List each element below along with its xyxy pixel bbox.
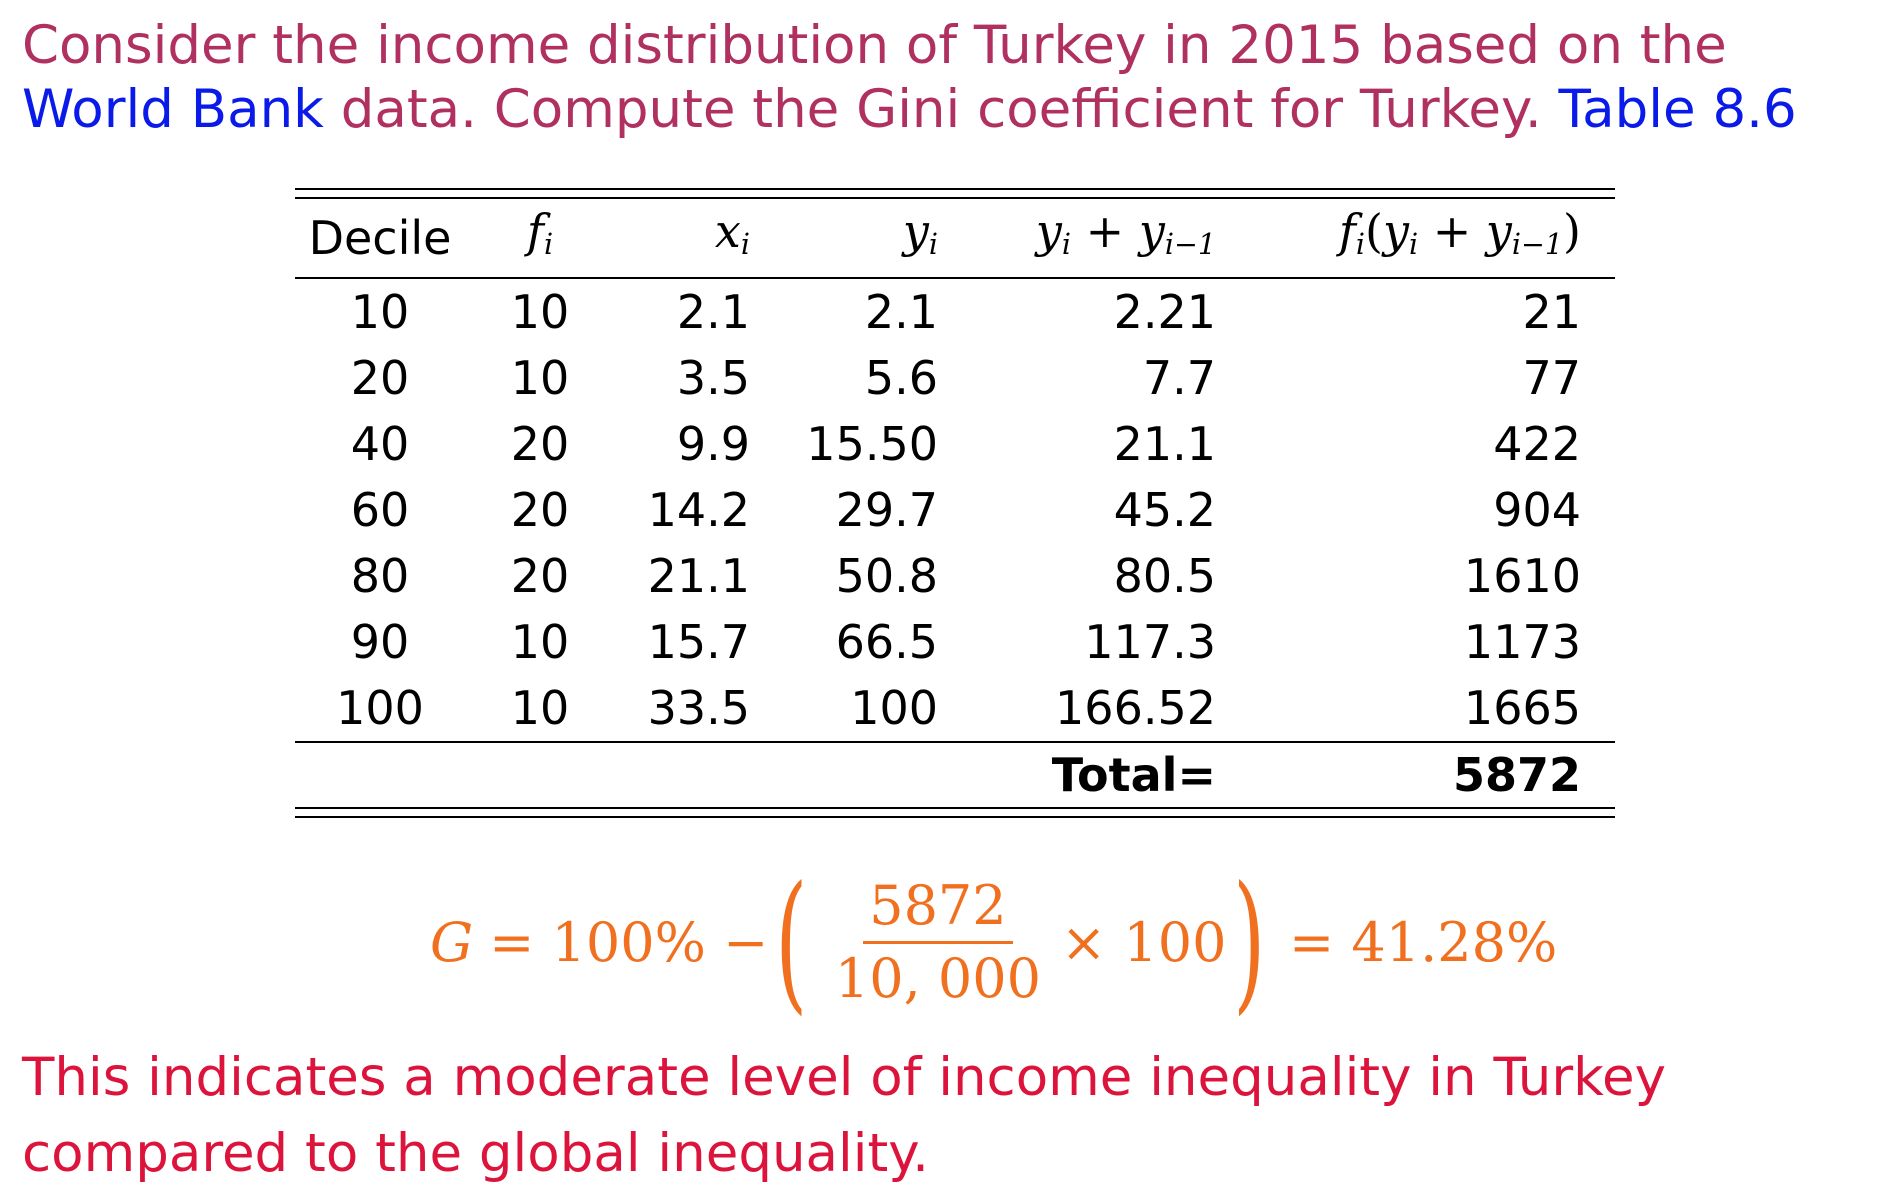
formula-fraction: 5872 10, 000 — [829, 876, 1047, 1010]
table-row: 100 10 33.5 100 166.52 1665 — [295, 675, 1615, 741]
table-row: 20 10 3.5 5.6 7.7 77 — [295, 345, 1615, 411]
cell-yi: 29.7 — [835, 483, 938, 538]
table-top-rule — [295, 188, 1615, 199]
header-decile: Decile — [308, 211, 452, 266]
cell-yi-sum: 45.2 — [1113, 483, 1216, 538]
cell-yi: 2.1 — [864, 285, 938, 340]
cell-fi: 10 — [510, 351, 570, 406]
table-row: 80 20 21.1 50.8 80.5 1610 — [295, 543, 1615, 609]
table-body: 10 10 2.1 2.1 2.21 21 20 10 3.5 5.6 7.7 … — [295, 279, 1615, 807]
formula-left-paren: ( — [775, 855, 808, 1029]
conclusion-paragraph: This indicates a moderate level of incom… — [22, 1047, 1666, 1184]
header-row: Decile fi xi yi yi + yi−1 fi(yi + yi−1) — [295, 199, 1615, 277]
cell-yi: 50.8 — [835, 549, 938, 604]
header-fi: fi — [526, 204, 554, 262]
cell-xi: 2.1 — [676, 285, 750, 340]
cell-yi-sum: 21.1 — [1113, 417, 1216, 472]
cell-fi: 10 — [510, 615, 570, 670]
table-row: 90 10 15.7 66.5 117.3 1173 — [295, 609, 1615, 675]
cell-decile: 60 — [350, 483, 410, 538]
data-table: Decile fi xi yi yi + yi−1 fi(yi + yi−1) … — [295, 199, 1615, 807]
cell-fi-product: 422 — [1493, 417, 1581, 472]
total-rule — [295, 741, 1615, 744]
total-row: Total= 5872 — [295, 743, 1615, 807]
formula-times: × 100 — [1061, 910, 1227, 974]
header-xi: xi — [714, 204, 750, 262]
cell-fi: 20 — [510, 483, 570, 538]
cell-decile: 90 — [350, 615, 410, 670]
cell-fi: 20 — [510, 549, 570, 604]
intro-text-middle: data. Compute the Gini coefficient for T… — [323, 79, 1559, 140]
formula-result: = 41.28% — [1289, 910, 1558, 974]
world-bank-link[interactable]: World Bank — [22, 79, 324, 140]
cell-fi-product: 77 — [1522, 351, 1581, 406]
cell-yi: 66.5 — [835, 615, 938, 670]
cell-yi-sum: 117.3 — [1084, 615, 1216, 670]
header-yi: yi — [902, 204, 938, 262]
table-8-6-link[interactable]: Table 8.6 — [1558, 79, 1797, 140]
cell-decile: 10 — [350, 285, 410, 340]
cell-fi: 10 — [510, 285, 570, 340]
cell-xi: 14.2 — [647, 483, 750, 538]
formula-eq1: = 100% − — [489, 910, 769, 974]
cell-fi: 20 — [510, 417, 570, 472]
cell-fi: 10 — [510, 681, 570, 736]
cell-yi-sum: 166.52 — [1055, 681, 1216, 736]
cell-fi-product: 904 — [1493, 483, 1581, 538]
cell-yi: 15.50 — [806, 417, 938, 472]
formula-denominator: 10, 000 — [834, 946, 1041, 1010]
gini-table: Decile fi xi yi yi + yi−1 fi(yi + yi−1) … — [295, 188, 1615, 819]
cell-fi-product: 1173 — [1463, 615, 1581, 670]
table-bottom-rule — [295, 807, 1615, 819]
header-yi-plus-yi-1: yi + yi−1 — [1035, 204, 1216, 262]
formula-g: G — [430, 910, 474, 974]
cell-xi: 9.9 — [676, 417, 750, 472]
cell-yi-sum: 80.5 — [1113, 549, 1216, 604]
formula-numerator: 5872 — [863, 876, 1013, 944]
cell-decile: 80 — [350, 549, 410, 604]
cell-fi-product: 1610 — [1463, 549, 1581, 604]
table-row: 10 10 2.1 2.1 2.21 21 — [295, 279, 1615, 345]
cell-fi-product: 1665 — [1463, 681, 1581, 736]
gini-formula: G = 100% − ( 5872 10, 000 × 100 ) = 41.2… — [430, 862, 1557, 1022]
cell-xi: 21.1 — [647, 549, 750, 604]
cell-decile: 100 — [336, 681, 424, 736]
cell-decile: 20 — [350, 351, 410, 406]
total-label: Total= — [1051, 748, 1216, 803]
intro-text-before: Consider the income distribution of Turk… — [22, 15, 1727, 76]
cell-yi: 5.6 — [864, 351, 938, 406]
cell-yi-sum: 7.7 — [1142, 351, 1216, 406]
header-fi-times-sum: fi(yi + yi−1) — [1338, 204, 1581, 262]
cell-xi: 15.7 — [647, 615, 750, 670]
table-row: 60 20 14.2 29.7 45.2 904 — [295, 477, 1615, 543]
cell-xi: 3.5 — [676, 351, 750, 406]
cell-xi: 33.5 — [647, 681, 750, 736]
cell-decile: 40 — [350, 417, 410, 472]
total-value: 5872 — [1452, 748, 1581, 803]
cell-fi-product: 21 — [1522, 285, 1581, 340]
cell-yi: 100 — [850, 681, 938, 736]
table-row: 40 20 9.9 15.50 21.1 422 — [295, 411, 1615, 477]
cell-yi-sum: 2.21 — [1113, 285, 1216, 340]
intro-paragraph: Consider the income distribution of Turk… — [22, 14, 1882, 142]
header-rule — [295, 277, 1615, 280]
formula-right-paren: ) — [1233, 855, 1266, 1029]
